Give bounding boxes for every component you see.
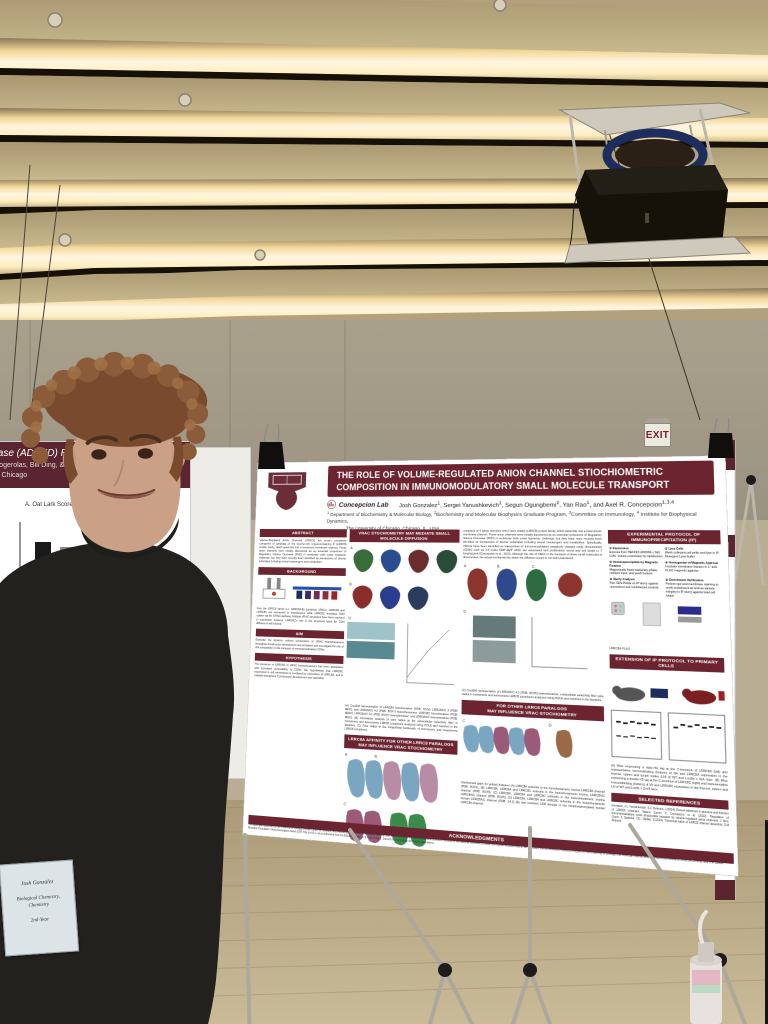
svg-text:B: B [374, 754, 377, 759]
svg-text:A: A [345, 752, 349, 757]
svg-text:C: C [463, 718, 467, 723]
svg-text:C: C [344, 802, 348, 807]
svg-text:C: C [532, 564, 536, 569]
svg-text:B: B [349, 582, 351, 587]
svg-text:A: A [350, 546, 353, 551]
svg-text:D: D [463, 609, 467, 614]
svg-text:A: A [464, 564, 468, 569]
svg-text:D: D [549, 722, 553, 727]
svg-text:B: B [497, 564, 500, 569]
svg-text:D: D [348, 616, 351, 621]
